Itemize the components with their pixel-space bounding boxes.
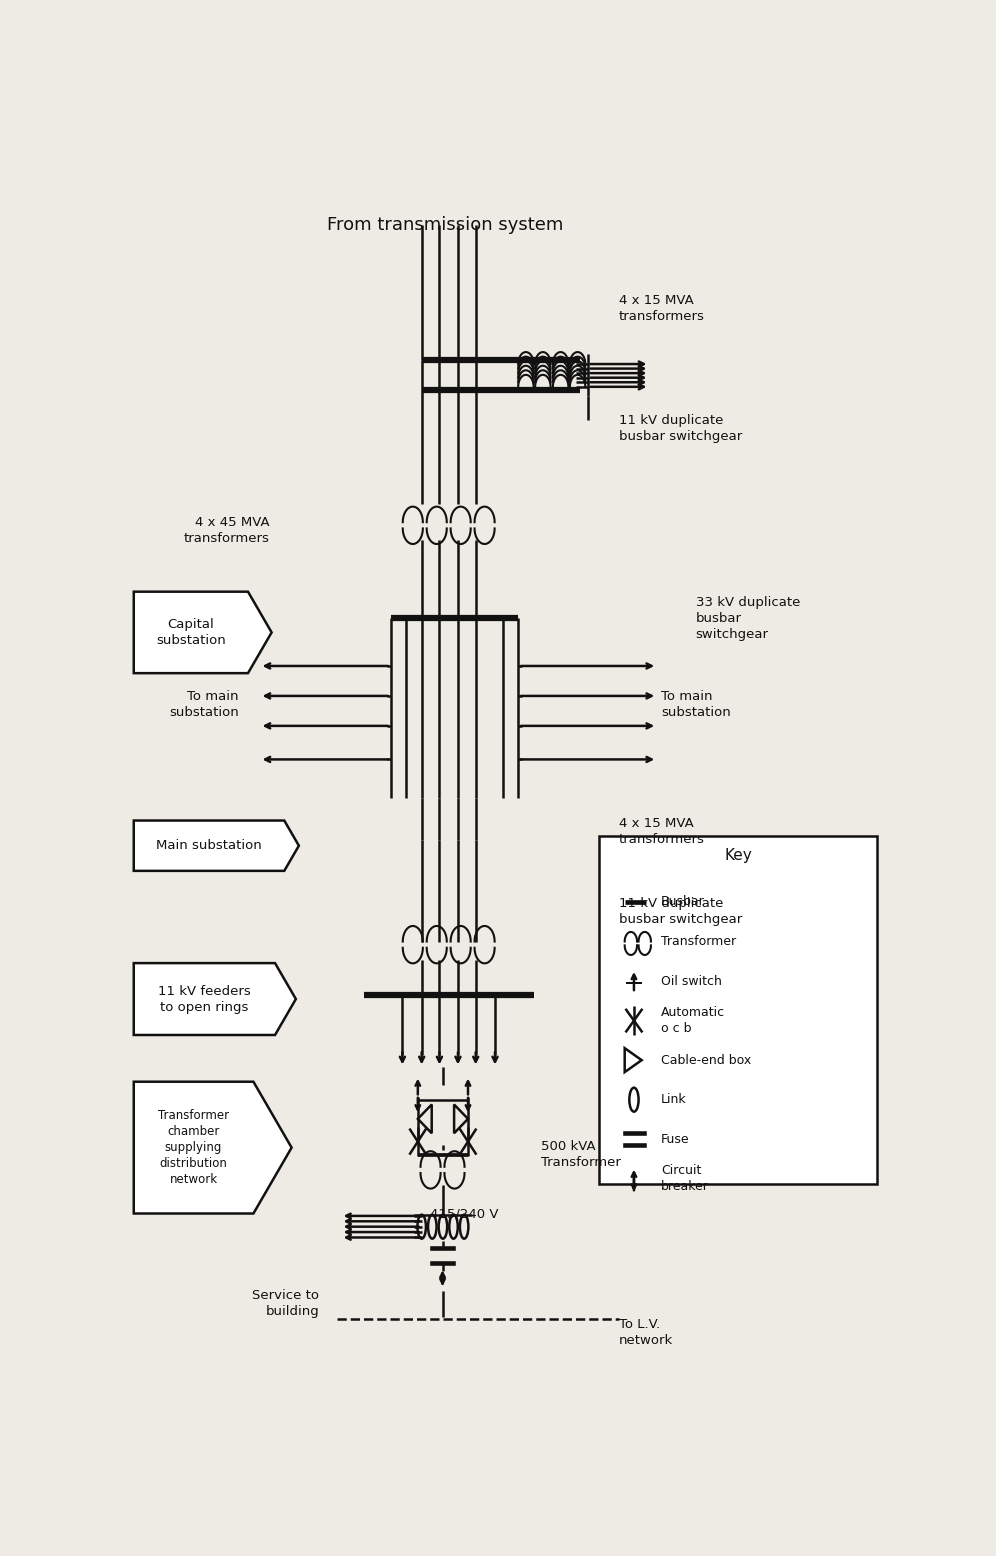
- Text: Transformer: Transformer: [661, 935, 736, 948]
- Polygon shape: [133, 963, 296, 1035]
- Text: 11 kV duplicate
busbar switchgear: 11 kV duplicate busbar switchgear: [619, 414, 742, 443]
- Text: Key: Key: [724, 848, 752, 862]
- Text: Fuse: Fuse: [661, 1133, 689, 1145]
- Text: Cable-end box: Cable-end box: [661, 1053, 751, 1067]
- Text: To L.V.
network: To L.V. network: [619, 1318, 672, 1346]
- Text: 4 x 15 MVA
transformers: 4 x 15 MVA transformers: [619, 817, 704, 846]
- Text: Capital
substation: Capital substation: [156, 618, 226, 647]
- Text: To main
substation: To main substation: [661, 689, 731, 719]
- Text: 11 kV duplicate
busbar switchgear: 11 kV duplicate busbar switchgear: [619, 898, 742, 926]
- Text: Busbar: Busbar: [661, 896, 705, 909]
- Text: Oil switch: Oil switch: [661, 974, 722, 988]
- Text: 4 x 15 MVA
transformers: 4 x 15 MVA transformers: [619, 294, 704, 324]
- Text: To main
substation: To main substation: [169, 689, 239, 719]
- Text: From transmission system: From transmission system: [327, 216, 563, 233]
- Text: Service to
building: Service to building: [252, 1288, 319, 1318]
- Text: Automatic
o c b: Automatic o c b: [661, 1007, 725, 1035]
- Polygon shape: [133, 1081, 292, 1214]
- Polygon shape: [133, 820, 299, 871]
- FancyBboxPatch shape: [600, 836, 877, 1184]
- Polygon shape: [133, 591, 272, 674]
- Text: 33 kV duplicate
busbar
switchgear: 33 kV duplicate busbar switchgear: [695, 596, 800, 641]
- Text: 4 x 45 MVA
transformers: 4 x 45 MVA transformers: [183, 517, 270, 545]
- Text: 11 kV feeders
to open rings: 11 kV feeders to open rings: [158, 985, 251, 1013]
- Text: Circuit
breaker: Circuit breaker: [661, 1164, 709, 1193]
- Text: Link: Link: [661, 1094, 686, 1106]
- Text: Main substation: Main substation: [156, 839, 262, 853]
- Text: Transformer
chamber
supplying
distribution
network: Transformer chamber supplying distributi…: [158, 1109, 229, 1186]
- Text: 500 kVA
Transformer: 500 kVA Transformer: [542, 1141, 622, 1169]
- Text: 415/240 V: 415/240 V: [430, 1207, 498, 1220]
